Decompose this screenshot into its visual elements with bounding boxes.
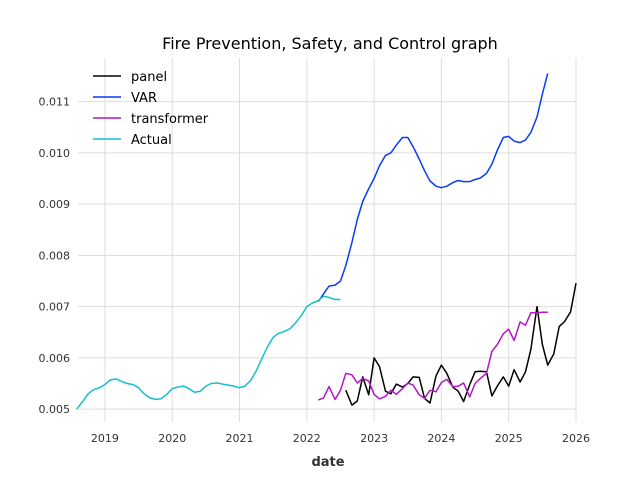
x-tick-label: 2023 bbox=[360, 432, 388, 445]
x-axis-label: date bbox=[311, 455, 344, 470]
x-axis: 2019 2020 2021 2022 2023 2024 2025 2026 bbox=[91, 432, 590, 445]
legend-label: transformer bbox=[131, 112, 209, 127]
legend-label: VAR bbox=[131, 91, 157, 106]
legend-label: Actual bbox=[131, 133, 172, 148]
series-line-actual bbox=[76, 295, 341, 410]
x-tick-label: 2024 bbox=[427, 432, 455, 445]
legend-label: panel bbox=[131, 70, 167, 85]
y-tick-label: 0.011 bbox=[39, 96, 71, 109]
series-line-panel bbox=[345, 282, 577, 406]
y-tick-label: 0.006 bbox=[39, 352, 71, 365]
x-tick-label: 2021 bbox=[226, 432, 254, 445]
chart-title: Fire Prevention, Safety, and Control gra… bbox=[162, 34, 498, 53]
x-tick-label: 2026 bbox=[562, 432, 590, 445]
series-lines bbox=[76, 73, 577, 410]
y-tick-label: 0.005 bbox=[39, 403, 71, 416]
y-tick-label: 0.010 bbox=[39, 147, 71, 160]
x-tick-label: 2022 bbox=[293, 432, 321, 445]
grid-lines bbox=[78, 58, 577, 422]
series-line-var bbox=[317, 73, 549, 302]
y-tick-label: 0.007 bbox=[39, 301, 71, 314]
legend: panel VAR transformer Actual bbox=[93, 70, 209, 148]
y-tick-label: 0.009 bbox=[39, 198, 71, 211]
x-tick-label: 2025 bbox=[495, 432, 523, 445]
y-axis: 0.005 0.006 0.007 0.008 0.009 0.010 0.011 bbox=[39, 96, 71, 417]
x-tick-label: 2020 bbox=[158, 432, 186, 445]
x-tick-label: 2019 bbox=[91, 432, 119, 445]
series-line-transformer bbox=[318, 311, 548, 401]
y-tick-label: 0.008 bbox=[39, 249, 71, 262]
